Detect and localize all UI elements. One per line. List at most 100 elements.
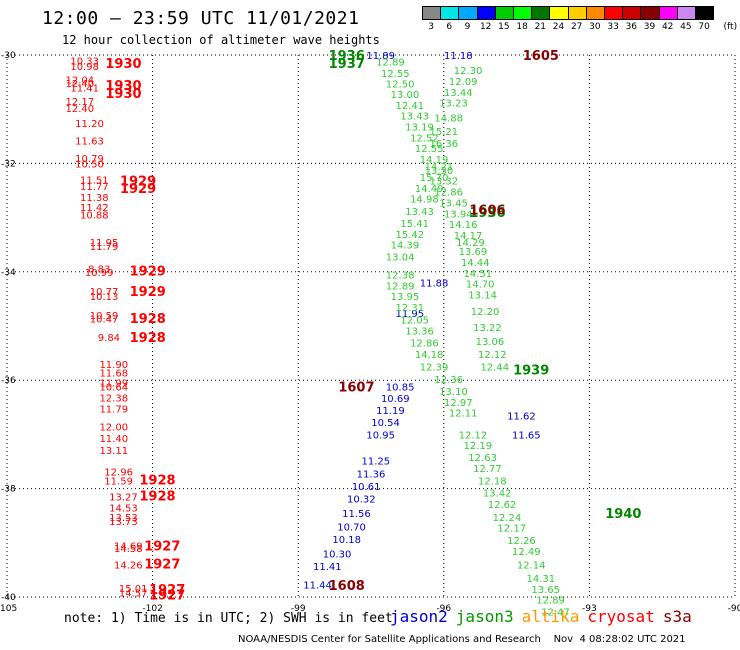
- wave-height-label: 13.06: [476, 337, 505, 348]
- y-tick-label: -36: [1, 376, 16, 386]
- time-label: 1936: [329, 49, 365, 64]
- wave-height-label: 14.29: [456, 238, 485, 249]
- credit-line: NOAA/NESDIS Center for Satellite Applica…: [238, 634, 686, 645]
- wave-height-label: 12.18: [478, 476, 507, 487]
- wave-height-label: 12.55: [381, 69, 410, 80]
- wave-height-label: 13.42: [483, 488, 512, 499]
- colorbar-label: 27: [570, 22, 583, 32]
- wave-height-label: 12.17: [497, 524, 526, 535]
- chart-title: 12:00 — 23:59 UTC 11/01/2021: [42, 8, 360, 29]
- wave-height-label: 12.40: [65, 104, 94, 115]
- wave-height-label: 14.88: [434, 113, 463, 124]
- colorbar-label: 30: [589, 22, 601, 32]
- y-tick-label: -34: [1, 268, 16, 278]
- wave-height-label: 12.38: [99, 394, 128, 405]
- colorbar-label: 12: [479, 22, 492, 32]
- wave-height-label: 13.32: [429, 177, 458, 188]
- wave-height-label: 12.11: [449, 409, 478, 420]
- wave-height-label: 13.10: [439, 387, 468, 398]
- wave-height-label: 13.19: [405, 123, 434, 134]
- wave-height-label: 10.69: [381, 394, 410, 405]
- wave-height-label: 10.88: [80, 210, 109, 221]
- time-label: 1939: [513, 363, 549, 378]
- wave-height-label: 12.89: [536, 596, 565, 607]
- wave-height-label: 12.04: [65, 75, 94, 86]
- wave-height-label: 13.04: [386, 253, 415, 264]
- y-tick-label: -32: [1, 159, 16, 169]
- wave-height-label: 11.63: [75, 137, 104, 148]
- colorbar-swatch: [695, 6, 715, 20]
- wave-height-label: 11.19: [376, 406, 405, 417]
- time-label: 1929: [120, 182, 156, 197]
- wave-height-label: 10.70: [337, 523, 366, 534]
- wave-height-label: 11.65: [512, 430, 541, 441]
- wave-height-label: 11.90: [99, 360, 128, 371]
- time-label: 1930: [105, 57, 141, 72]
- time-label: 1936: [469, 206, 505, 221]
- wave-height-label: 11.51: [80, 176, 109, 187]
- time-label: 1927: [144, 557, 180, 572]
- footnote: note: 1) Time is in UTC; 2) SWH is in fe…: [64, 611, 393, 626]
- wave-height-label: 14.53: [109, 504, 138, 515]
- chart-subtitle: 12 hour collection of altimeter wave hei…: [62, 33, 380, 47]
- wave-height-label: 10.77: [90, 287, 119, 298]
- satellite-legend: jason2 jason3 altika cryosat s3a: [390, 607, 700, 626]
- wave-height-label: 12.89: [386, 281, 415, 292]
- wave-height-label: 13.43: [400, 112, 429, 123]
- wave-height-label: 10.54: [371, 418, 400, 429]
- wave-height-label: 12.44: [480, 363, 509, 374]
- time-label: 1940: [605, 507, 641, 522]
- wave-height-label: 11.62: [507, 411, 536, 422]
- wave-height-label: 13.53: [109, 513, 138, 524]
- time-label: 1927: [144, 540, 180, 555]
- time-label: 1937: [329, 57, 365, 72]
- wave-height-label: 12.17: [65, 97, 94, 108]
- wave-height-label: 11.25: [362, 456, 391, 467]
- x-tick-label: -93: [582, 604, 597, 614]
- wave-height-label: 14.51: [463, 269, 492, 280]
- time-label: 1607: [338, 381, 374, 396]
- wave-height-label: 10.30: [323, 550, 352, 561]
- colorbar-label: 21: [534, 22, 547, 32]
- wave-height-label: 10.61: [352, 482, 381, 493]
- colorbar-label: 9: [464, 22, 471, 32]
- colorbar-label: 24: [552, 22, 565, 32]
- time-label: 1930: [105, 87, 141, 102]
- colorbar-label: 42: [661, 22, 674, 32]
- x-tick-label: -96: [436, 604, 451, 614]
- wave-height-label: 13.95: [391, 292, 420, 303]
- time-label: 1928: [130, 312, 166, 327]
- wave-height-label: 12.14: [517, 560, 546, 571]
- colorbar-label: 45: [680, 22, 692, 32]
- wave-height-label: 11.77: [80, 182, 109, 193]
- y-tick-label: -38: [1, 485, 16, 495]
- wave-height-label: 12.96: [104, 467, 133, 478]
- wave-height-label: 11.20: [75, 119, 104, 130]
- legend-altika: altika: [521, 607, 580, 626]
- wave-height-label: 10.33: [70, 56, 99, 67]
- x-tick-label: -102: [142, 604, 162, 614]
- wave-height-label: 10.13: [90, 292, 119, 303]
- legend-jason3: jason3: [455, 607, 514, 626]
- wave-height-label: 10.32: [347, 494, 376, 505]
- x-tick-label: -99: [291, 604, 306, 614]
- wave-height-label: 13.73: [109, 517, 138, 528]
- time-label: 1605: [523, 49, 559, 64]
- time-label: 1930: [105, 79, 141, 94]
- wave-height-label: 13.22: [473, 323, 502, 334]
- wave-height-label: 12.05: [400, 315, 429, 326]
- wave-height-label: 12.52: [410, 133, 439, 144]
- wave-height-label: 13.27: [109, 493, 138, 504]
- wave-height-label: 12.77: [473, 464, 502, 475]
- wave-height-label: 11.44: [303, 581, 332, 592]
- wave-height-label: 13.65: [531, 585, 560, 596]
- wave-height-label: 12.63: [468, 453, 497, 464]
- wave-height-label: 13.94: [444, 209, 473, 220]
- colorbar-label: 33: [607, 22, 619, 32]
- wave-height-label: 11.79: [99, 404, 128, 415]
- y-tick-label: -40: [1, 593, 16, 603]
- colorbar-label: 6: [446, 22, 453, 32]
- wave-height-label: 12.86: [410, 338, 439, 349]
- legend-cryosat: cryosat: [587, 607, 655, 626]
- wave-height-label: 10.47: [90, 314, 119, 325]
